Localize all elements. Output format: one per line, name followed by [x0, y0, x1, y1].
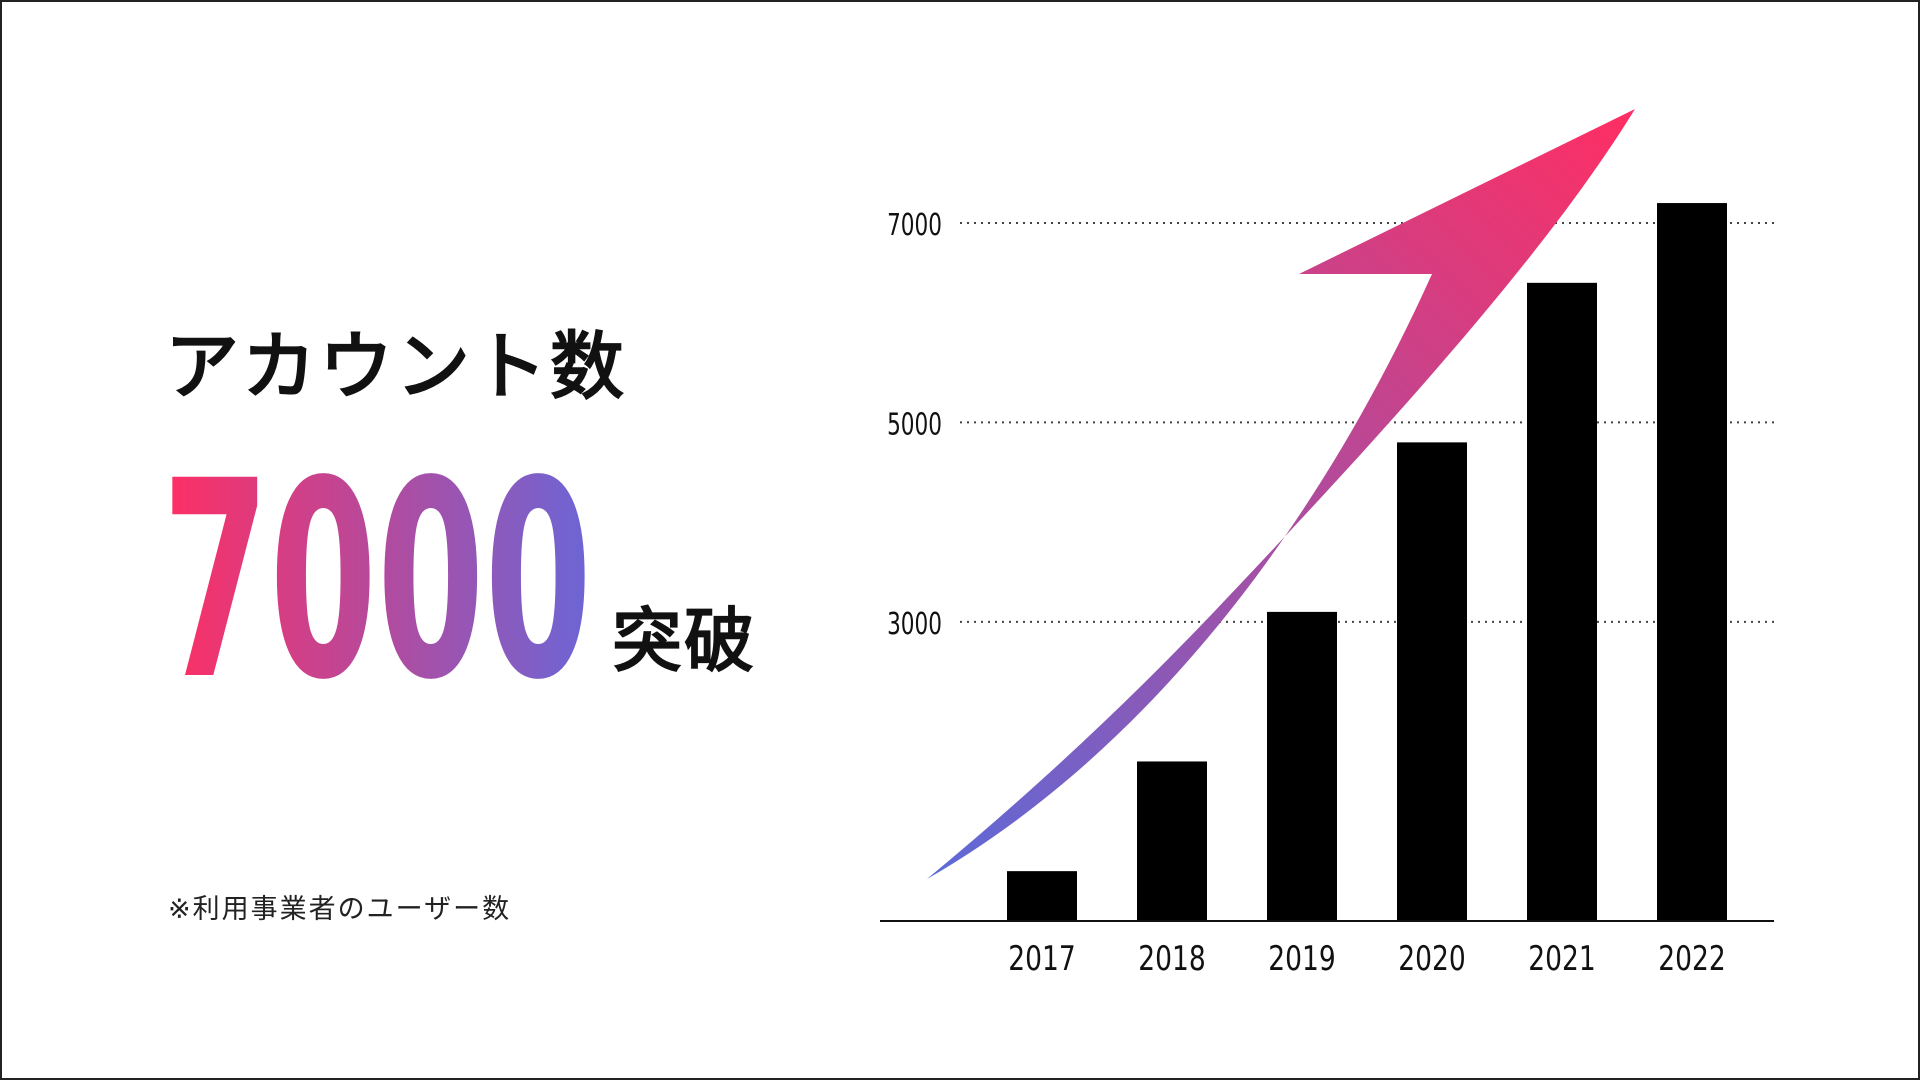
footnote: ※利用事業者のユーザー数 — [168, 894, 512, 925]
y-tick-label-7000: 7000 — [887, 208, 942, 242]
bars-layer — [1007, 203, 1727, 922]
y-tick-label-3000: 3000 — [887, 607, 942, 641]
bar-2019 — [1267, 611, 1337, 921]
x-tick-label-2018: 2018 — [1138, 940, 1205, 979]
bar-2020 — [1397, 442, 1467, 921]
bar-2018 — [1137, 761, 1207, 921]
x-tick-labels: 2017 2018 2019 2020 2021 2022 — [1008, 940, 1725, 979]
bar-2022 — [1657, 203, 1727, 922]
x-tick-label-2020: 2020 — [1398, 940, 1465, 979]
x-tick-label-2017: 2017 — [1008, 940, 1075, 979]
bar-2021 — [1527, 282, 1597, 921]
big-number-text: 7000 — [162, 424, 592, 740]
growth-arrow — [927, 109, 1635, 879]
big-number: 7000 — [162, 424, 592, 740]
y-tick-label-5000: 5000 — [887, 408, 942, 442]
headline: アカウント数 — [165, 324, 627, 410]
highlight-suffix: 突破 — [612, 600, 756, 682]
bar-2017 — [1007, 871, 1077, 921]
x-tick-label-2022: 2022 — [1658, 940, 1725, 979]
x-tick-label-2019: 2019 — [1268, 940, 1335, 979]
x-tick-label-2021: 2021 — [1528, 940, 1595, 979]
